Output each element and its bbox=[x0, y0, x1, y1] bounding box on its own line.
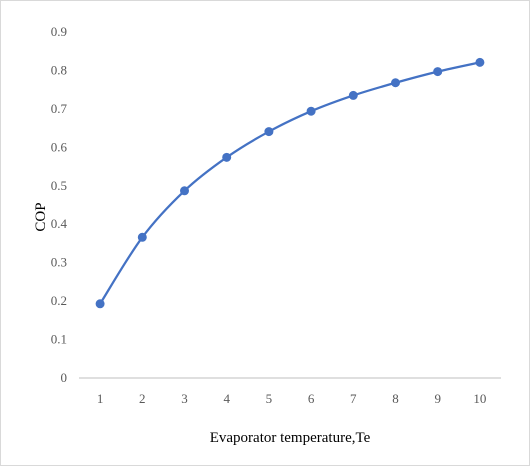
y-tick-label: 0.2 bbox=[51, 293, 67, 308]
y-tick-label: 0.9 bbox=[51, 24, 67, 39]
x-tick-label: 6 bbox=[308, 391, 315, 406]
data-point bbox=[264, 127, 274, 137]
data-point bbox=[433, 67, 443, 77]
x-tick-label: 10 bbox=[473, 391, 486, 406]
y-tick-labels: 0 0.1 0.2 0.3 0.4 0.5 0.6 0.7 0.8 0.9 bbox=[51, 24, 68, 385]
y-tick-label: 0.8 bbox=[51, 62, 67, 77]
x-tick-label: 5 bbox=[266, 391, 273, 406]
x-tick-labels: 1 2 3 4 5 6 7 8 9 10 bbox=[97, 391, 487, 406]
x-tick-label: 2 bbox=[139, 391, 146, 406]
series-line bbox=[99, 61, 481, 305]
x-tick-label: 3 bbox=[181, 391, 188, 406]
y-tick-label: 0.7 bbox=[51, 101, 68, 116]
y-tick-label: 0.6 bbox=[51, 139, 68, 154]
x-tick-label: 8 bbox=[392, 391, 399, 406]
data-point bbox=[222, 152, 232, 162]
data-point bbox=[180, 186, 189, 196]
x-tick-label: 4 bbox=[223, 391, 230, 406]
series-layer bbox=[95, 57, 485, 309]
data-point bbox=[137, 232, 147, 242]
data-point bbox=[391, 78, 400, 88]
x-axis-title: Evaporator temperature,Te bbox=[210, 430, 371, 446]
x-tick-label: 9 bbox=[434, 391, 441, 406]
data-point bbox=[306, 106, 316, 116]
y-tick-label: 0.4 bbox=[51, 216, 68, 231]
y-tick-label: 0.5 bbox=[51, 178, 67, 193]
y-tick-label: 0.1 bbox=[51, 332, 67, 347]
y-tick-label: 0 bbox=[61, 370, 68, 385]
data-point bbox=[95, 299, 105, 309]
data-point bbox=[475, 57, 485, 67]
x-tick-label: 7 bbox=[350, 391, 357, 406]
y-tick-label: 0.3 bbox=[51, 255, 67, 270]
y-axis-title: COP bbox=[33, 202, 49, 231]
data-point bbox=[348, 90, 358, 100]
x-tick-label: 1 bbox=[97, 391, 104, 406]
